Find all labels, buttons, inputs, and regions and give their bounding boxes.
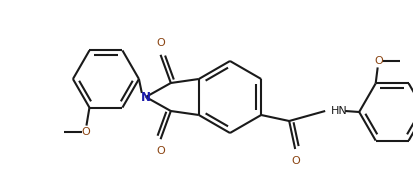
Text: HN: HN: [331, 106, 348, 116]
Text: O: O: [81, 127, 90, 137]
Text: O: O: [292, 156, 301, 166]
Text: N: N: [141, 90, 151, 103]
Text: O: O: [374, 56, 383, 66]
Text: O: O: [156, 38, 165, 48]
Text: O: O: [156, 146, 165, 156]
